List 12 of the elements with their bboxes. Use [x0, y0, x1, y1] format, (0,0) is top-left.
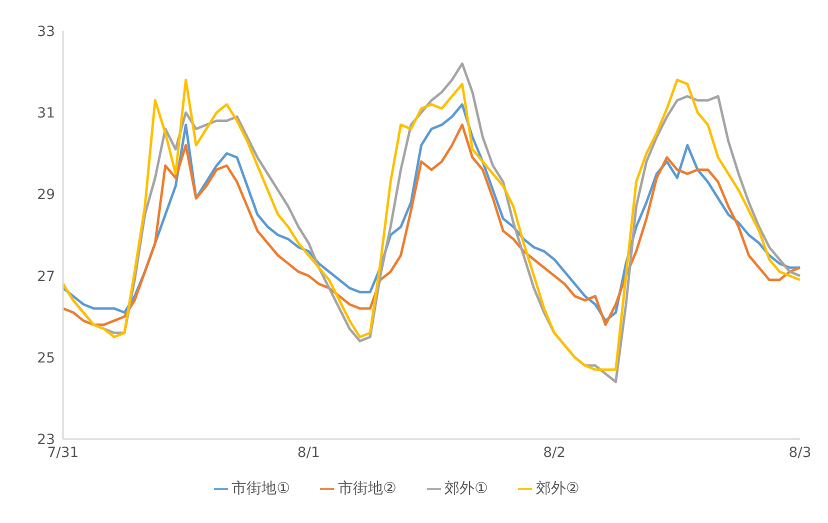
legend-label: 市街地①	[232, 479, 290, 497]
legend-label: 市街地②	[338, 479, 396, 497]
x-tick-label: 8/1	[297, 444, 320, 461]
y-tick-label: 31	[37, 106, 55, 122]
y-tick-label: 25	[37, 350, 55, 366]
y-tick-label: 29	[37, 187, 55, 204]
x-tick-label: 8/3	[788, 444, 812, 461]
y-tick-label: 33	[37, 24, 55, 40]
legend-label: 郊外②	[536, 479, 580, 497]
y-tick-label: 27	[37, 268, 55, 285]
x-tick-label: 8/2	[543, 444, 566, 461]
legend-label: 郊外①	[444, 479, 488, 497]
